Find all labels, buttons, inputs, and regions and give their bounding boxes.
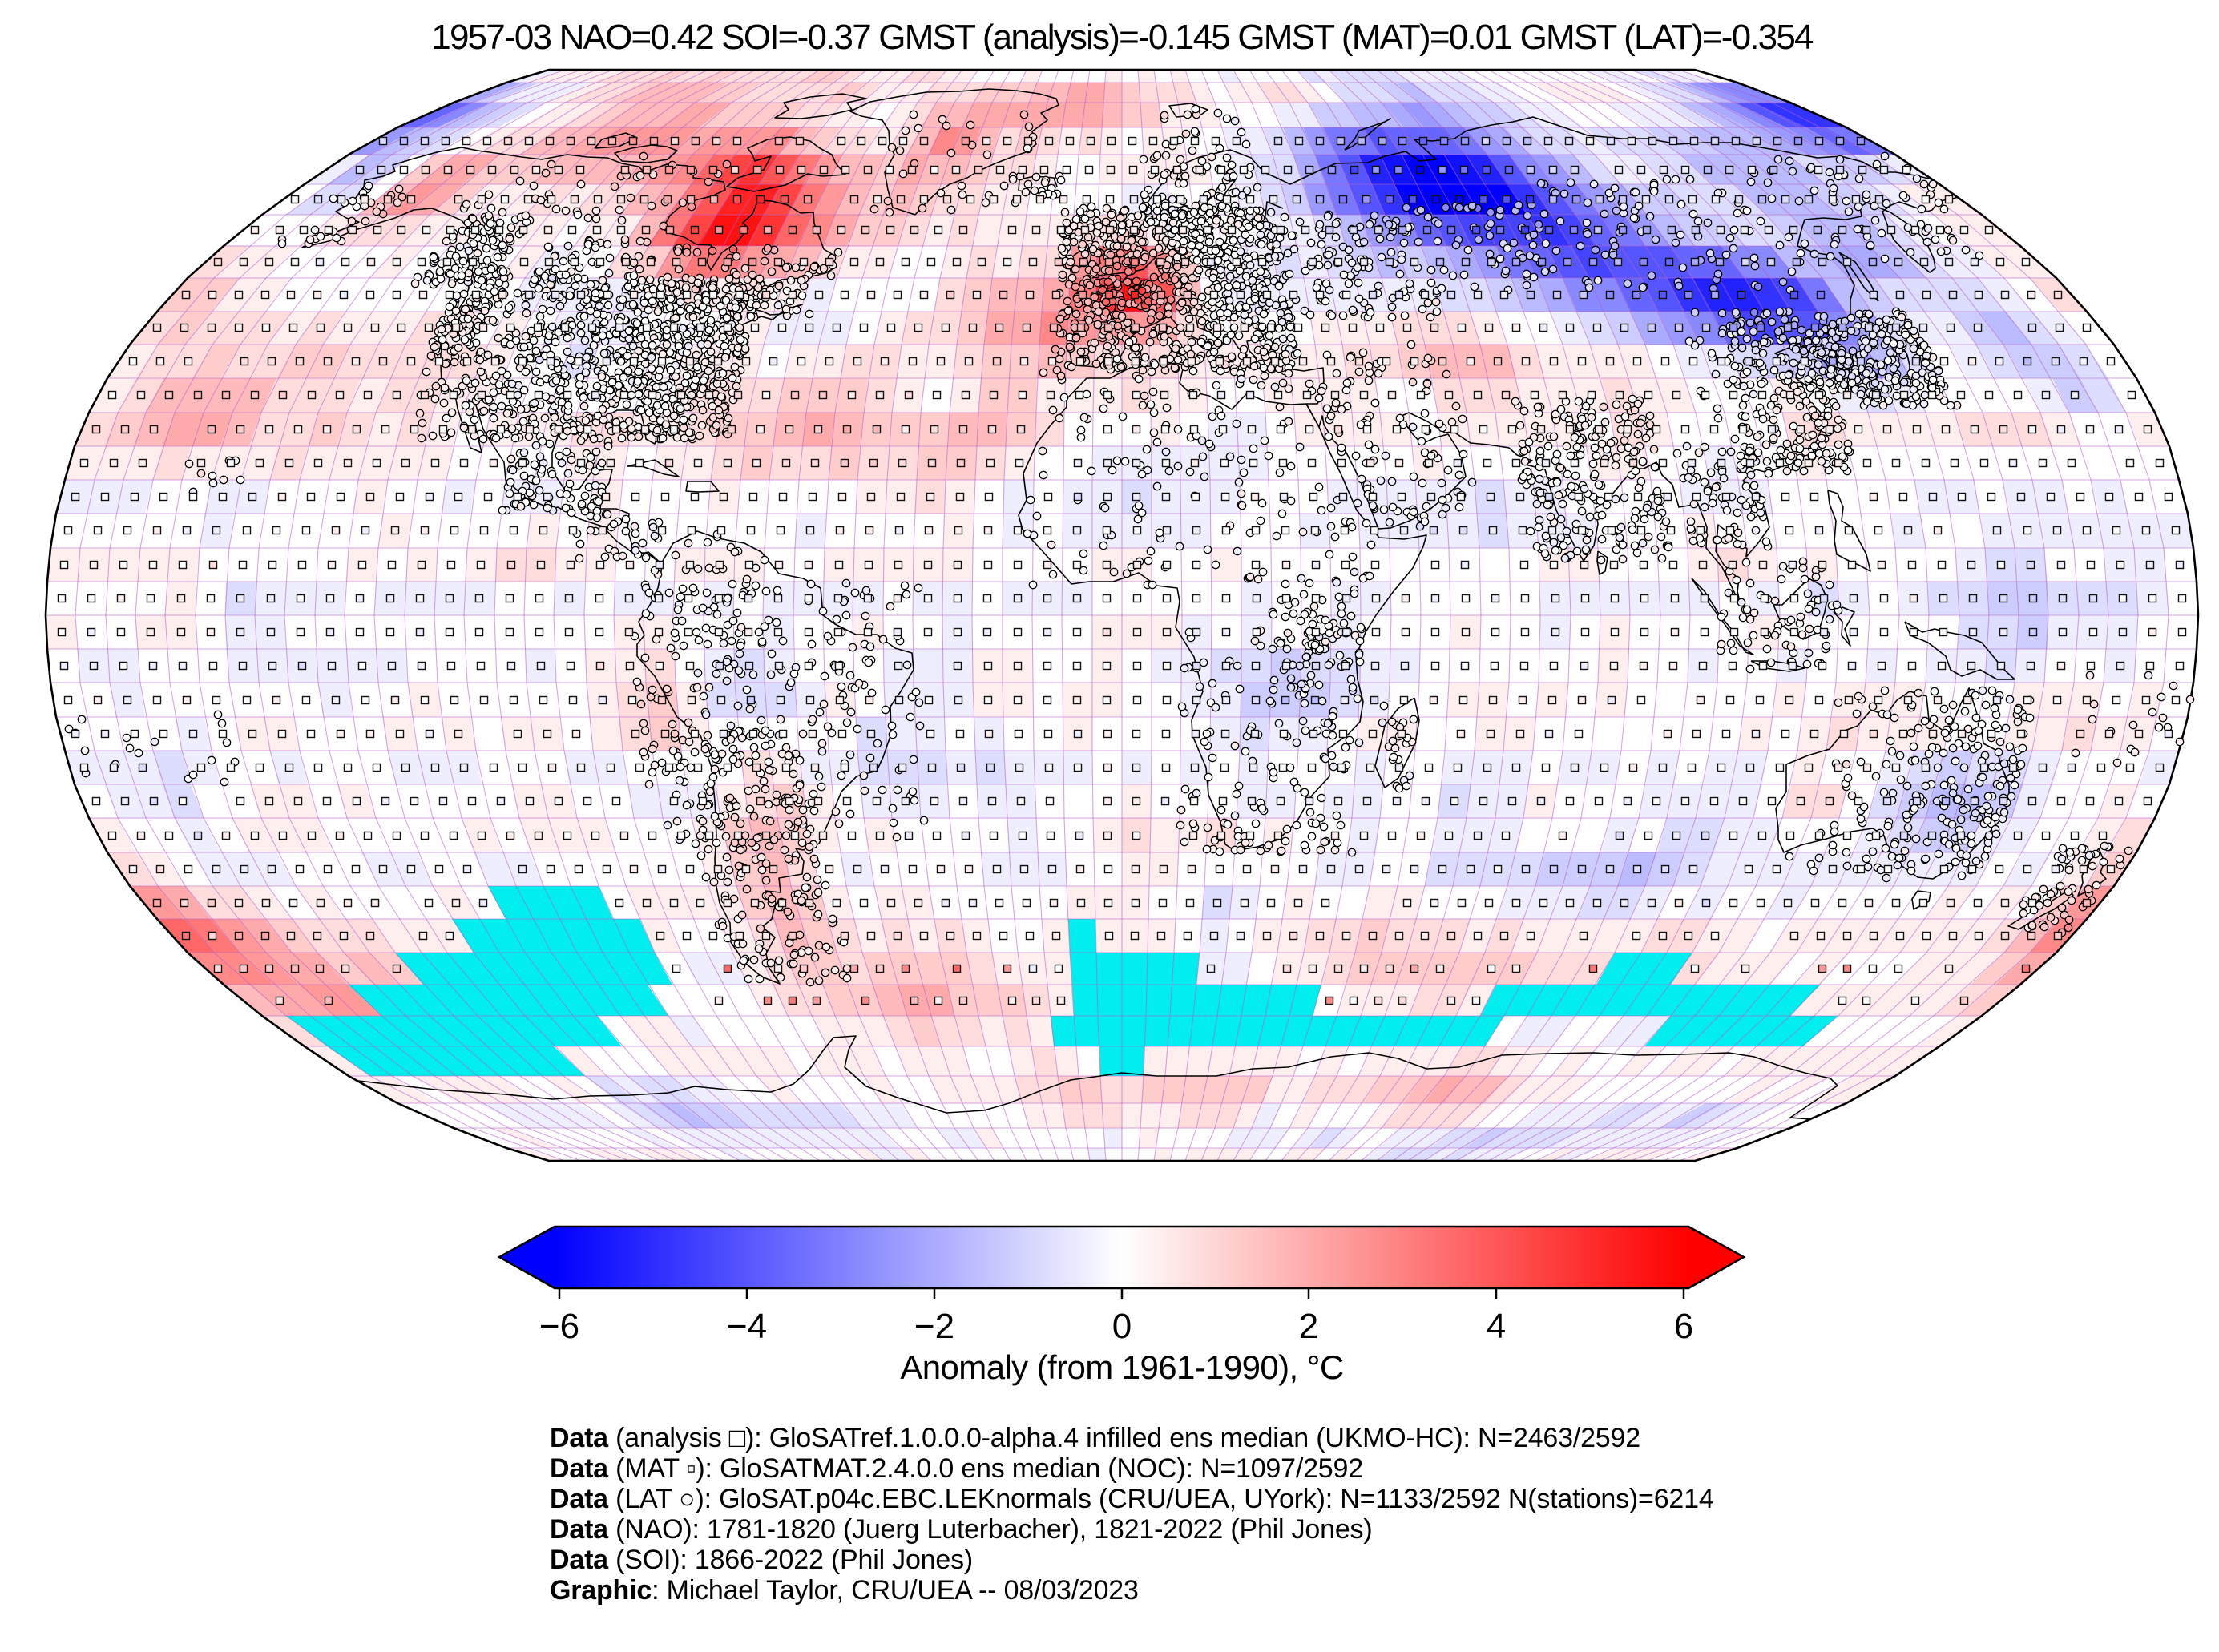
svg-text:−2: −2 xyxy=(914,1307,954,1346)
svg-text:Anomaly (from 1961-1990), °C: Anomaly (from 1961-1990), °C xyxy=(900,1348,1343,1386)
svg-text:−4: −4 xyxy=(727,1307,767,1346)
svg-text:−6: −6 xyxy=(539,1307,579,1346)
svg-text:2: 2 xyxy=(1299,1307,1318,1346)
svg-text:Data (NAO): 1781-1820 (Juerg L: Data (NAO): 1781-1820 (Juerg Luterbacher… xyxy=(550,1514,1372,1545)
svg-text:0: 0 xyxy=(1112,1307,1132,1346)
svg-text:Data (analysis □): GloSATref.1: Data (analysis □): GloSATref.1.0.0.0-alp… xyxy=(550,1423,1640,1453)
svg-text:1957-03 NAO=0.42 SOI=-0.37 GMS: 1957-03 NAO=0.42 SOI=-0.37 GMST (analysi… xyxy=(431,18,1814,57)
svg-text:Data (MAT ▫): GloSATMAT.2.4.0.: Data (MAT ▫): GloSATMAT.2.4.0.0 ens medi… xyxy=(550,1453,1363,1484)
svg-text:Data (LAT ○): GloSAT.p04c.EBC.: Data (LAT ○): GloSAT.p04c.EBC.LEKnormals… xyxy=(550,1484,1714,1514)
svg-text:Graphic: Michael Taylor, CRU/U: Graphic: Michael Taylor, CRU/UEA -- 08/0… xyxy=(550,1575,1139,1606)
svg-text:6: 6 xyxy=(1674,1307,1693,1346)
svg-text:4: 4 xyxy=(1487,1307,1506,1346)
svg-text:Data (SOI): 1866-2022 (Phil Jo: Data (SOI): 1866-2022 (Phil Jones) xyxy=(550,1545,973,1575)
